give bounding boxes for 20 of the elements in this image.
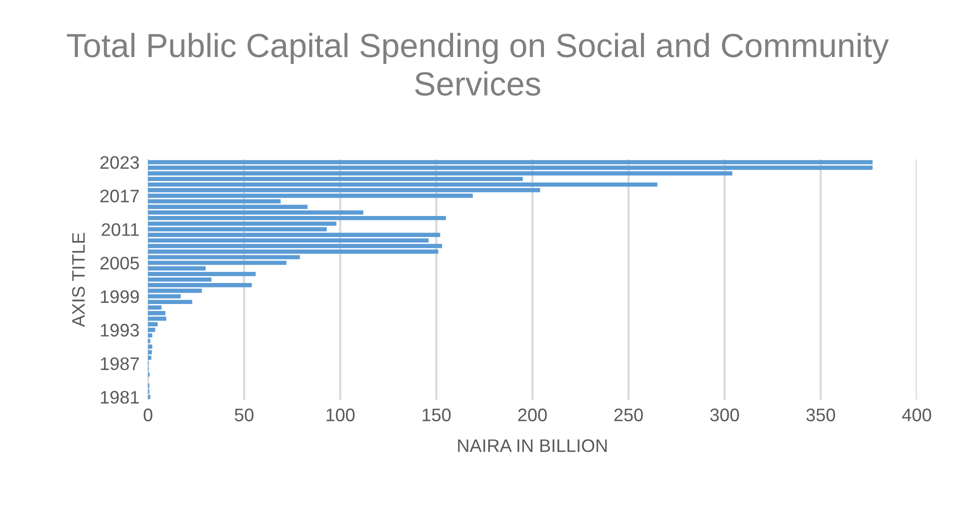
y-tick-label: 1981 — [100, 390, 139, 404]
x-tick-label: 200 — [518, 408, 547, 422]
y-tick-label: 2023 — [100, 156, 139, 169]
y-tick-label: 2017 — [100, 190, 139, 202]
x-tick-label: 350 — [806, 408, 836, 422]
x-tick-label: 50 — [234, 408, 254, 422]
y-tick-label: 1987 — [100, 357, 139, 370]
x-tick-label: 150 — [422, 408, 451, 422]
x-tick-label: 400 — [902, 408, 932, 422]
y-tick-label: 2011 — [102, 223, 139, 236]
y-axis-title: AXIS TITLE — [72, 232, 85, 328]
y-tick-label: 1999 — [100, 290, 139, 304]
x-axis-title: NAIRA IN BILLION — [458, 439, 607, 452]
y-tick-label: 1993 — [100, 324, 139, 337]
x-tick-label: 100 — [326, 408, 355, 422]
chart-title: Total Public Capital Spending on Social and Community Services — [66, 32, 889, 96]
y-tick-label: 2005 — [100, 256, 139, 270]
x-tick-label: 0 — [144, 408, 152, 422]
x-tick-label: 250 — [614, 408, 643, 422]
x-tick-label: 300 — [710, 408, 739, 422]
